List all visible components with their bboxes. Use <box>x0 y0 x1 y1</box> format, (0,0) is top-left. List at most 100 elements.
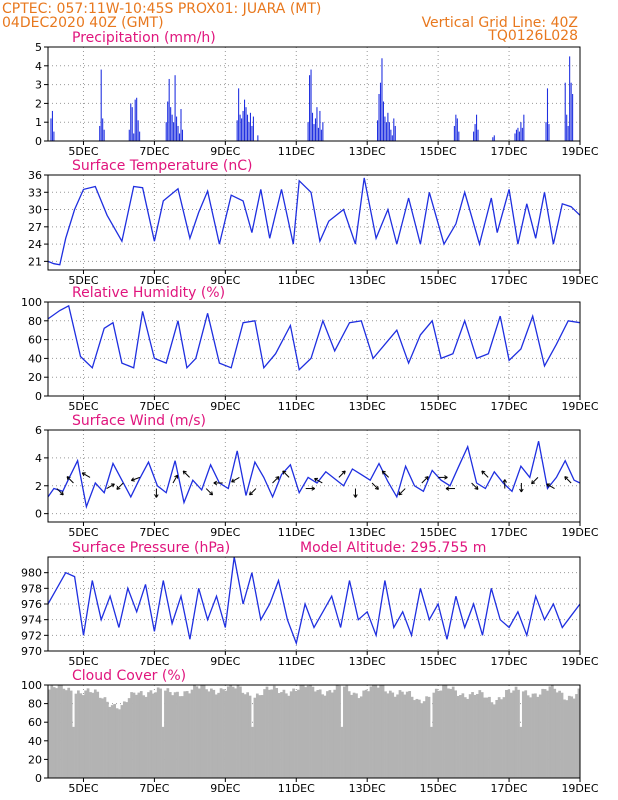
wind-arrow <box>116 482 124 490</box>
cloud-bar <box>301 685 305 778</box>
cloud-bar <box>488 696 491 778</box>
cloud-bar <box>347 691 351 778</box>
cloud-bar <box>519 726 523 778</box>
pressure-title: Surface Pressure (hPa) <box>72 540 230 556</box>
wind-arrow <box>353 488 358 498</box>
temperature-panel: Surface Temperature (nC) 21 24 27 30 33 36 5DEC… <box>28 158 599 287</box>
precipitation-xtick-label: 19DEC <box>561 145 598 158</box>
temperature-xtick-label: 9DEC <box>210 274 240 287</box>
precip-bar <box>379 82 382 141</box>
cloud-bar <box>401 691 404 778</box>
cloud-bar <box>449 688 453 778</box>
wind-xtick-label: 9DEC <box>210 526 240 539</box>
vertical-grid-note: Vertical Grid Line: 40Z <box>422 15 578 31</box>
temperature-ytick-label: 24 <box>28 238 42 251</box>
pressure-annotation: Model Altitude: 295.755 m <box>300 540 486 556</box>
cloud-bar <box>231 686 235 778</box>
precip-bar <box>176 116 178 141</box>
precip-bar <box>564 82 566 141</box>
cloud-bar <box>294 690 298 778</box>
wind-arrow <box>249 488 257 496</box>
wind-arrow-head <box>59 493 64 496</box>
wind-arrow-shaft <box>231 476 240 483</box>
precipitation-ytick-label: 1 <box>35 116 42 129</box>
precip-bar <box>492 137 494 141</box>
precip-bar <box>520 122 522 141</box>
cloud-bar <box>502 697 506 778</box>
cloud-bar <box>403 694 407 778</box>
wind-arrow <box>546 483 555 489</box>
cloud-bar <box>149 690 153 778</box>
cloud-cover-title: Cloud Cover (%) <box>72 668 186 684</box>
precip-bar <box>572 94 574 141</box>
precip-bar <box>546 88 549 141</box>
cloud-bar <box>214 694 218 778</box>
header: CPTEC: 057:11W-10:45S PROX01: JUARA (MT)… <box>2 1 578 44</box>
cloud-bar <box>93 689 97 778</box>
cloud-bar <box>367 691 370 778</box>
pressure-xtick-label: 13DEC <box>349 655 386 668</box>
wind-arrow <box>231 476 240 483</box>
temperature-xtick-label: 5DEC <box>68 274 98 287</box>
cloud-bar <box>224 690 228 778</box>
cloud-bar <box>388 690 392 778</box>
wind-arrow-head <box>183 470 187 473</box>
cloud-bar <box>222 689 225 778</box>
precip-bar <box>257 135 259 141</box>
precip-bar <box>314 118 317 141</box>
cloud-bar <box>260 695 264 778</box>
precip-bar <box>393 118 395 141</box>
cloud-bar <box>550 685 554 778</box>
precipitation-ytick-label: 3 <box>35 79 42 92</box>
humidity-ytick-label: 60 <box>28 334 42 347</box>
precipitation-xtick-label: 13DEC <box>349 145 386 158</box>
cloud-bar <box>176 691 179 778</box>
cloud-bar <box>512 690 516 778</box>
wind-arrow-head <box>424 476 429 478</box>
cloud-cover-frame <box>47 684 581 779</box>
wind-ytick-label: 0 <box>35 508 42 521</box>
precip-bar <box>319 110 321 141</box>
precip-bar <box>523 114 525 141</box>
cloud-bar <box>183 691 187 778</box>
humidity-ytick-label: 20 <box>28 371 42 384</box>
precip-bar <box>385 122 387 141</box>
cloud-bar <box>422 701 426 778</box>
model-id: TQ0126L028 <box>487 28 578 44</box>
cloud-bar <box>442 685 445 778</box>
cloud-cover-xtick-label: 13DEC <box>349 782 386 795</box>
wind-arrow-head <box>282 470 285 475</box>
temperature-line <box>47 177 581 266</box>
cloud-bar <box>316 690 320 778</box>
precip-bar <box>167 101 169 141</box>
cloud-bar <box>396 694 399 778</box>
humidity-xtick-label: 13DEC <box>349 400 386 413</box>
precip-bar <box>567 125 569 141</box>
cloud-bar <box>255 693 259 778</box>
wind-arrow-shaft <box>531 477 539 485</box>
wind-arrow-head <box>209 493 213 496</box>
temperature-xtick-label: 11DEC <box>278 274 315 287</box>
cloud-bar <box>372 685 375 778</box>
cloud-bar <box>156 687 160 778</box>
cloud-bar <box>381 685 385 778</box>
panels: Precipitation (mm/h) 0 1 2 3 4 5 5DEC 7DEC 9DEC 11… <box>21 30 599 795</box>
cloud-bar <box>110 705 114 778</box>
wind-arrow-head <box>311 488 315 491</box>
cloud-bar <box>318 689 322 778</box>
cloud-bar <box>335 685 339 778</box>
precip-bar <box>131 107 133 141</box>
precip-bar <box>456 118 458 141</box>
forecast-init-time: 04DEC2020 40Z (GMT) <box>2 15 164 31</box>
wind-arrow <box>81 472 91 478</box>
cloud-bar <box>326 691 329 778</box>
wind-arrow-head <box>66 476 71 478</box>
precip-bar <box>569 56 571 141</box>
cloud-bar <box>188 693 191 778</box>
pressure-xtick-label: 17DEC <box>491 655 528 668</box>
cloud-bar <box>113 704 117 778</box>
cloud-cover-xtick-label: 11DEC <box>278 782 315 795</box>
cloud-cover-xtick-label: 19DEC <box>561 782 598 795</box>
precip-bar <box>514 133 516 141</box>
wind-arrow-head <box>155 494 159 498</box>
